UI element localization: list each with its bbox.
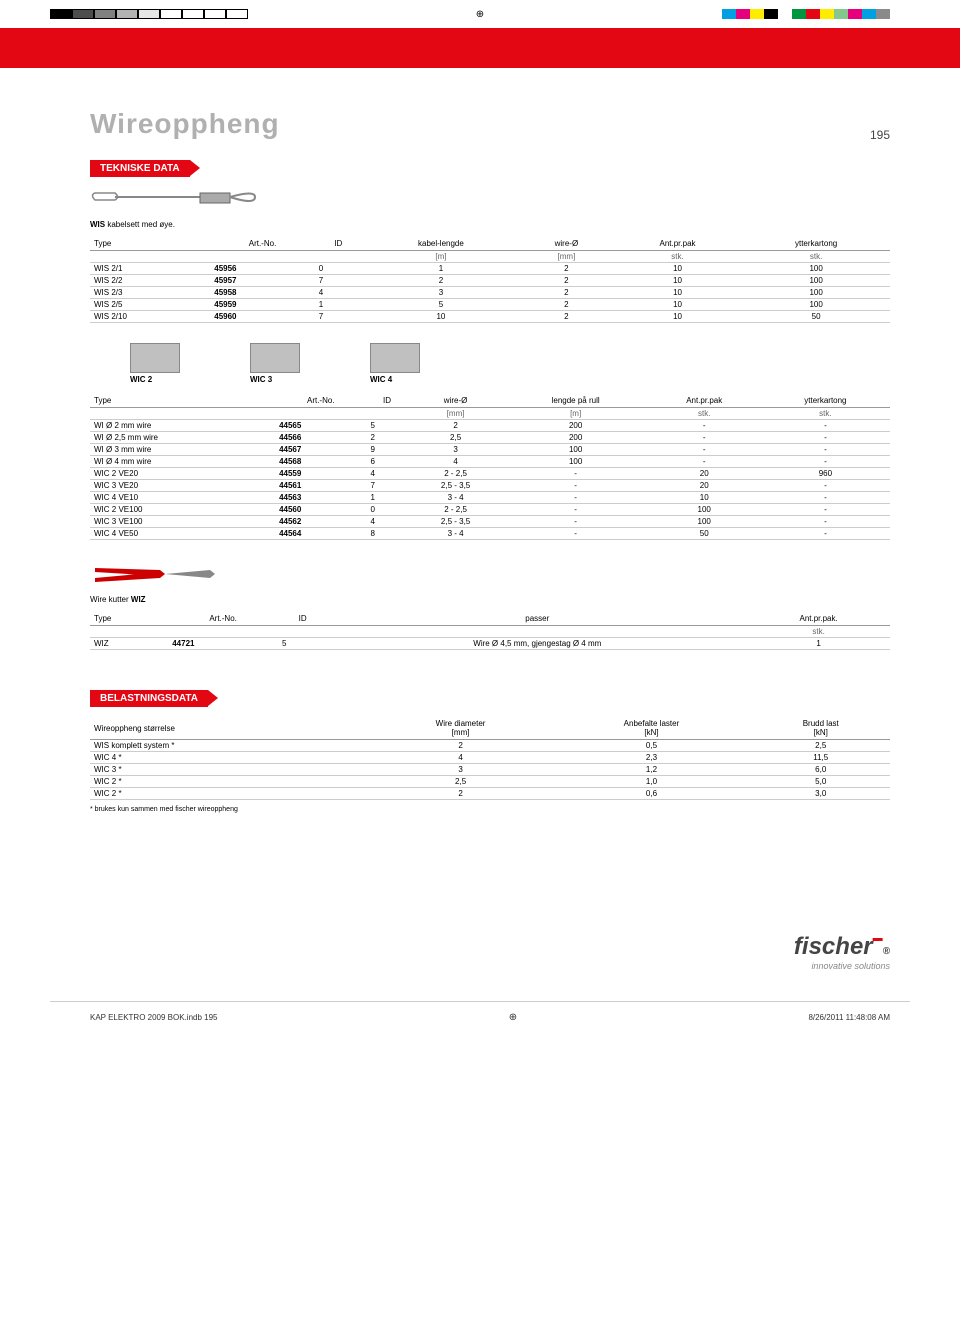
caption-wis: WIS kabelsett med øye. xyxy=(90,220,890,229)
footer-file: KAP ELEKTRO 2009 BOK.indb 195 xyxy=(90,1013,217,1022)
logo-main: fischer▬® xyxy=(90,933,890,961)
logo-sub: innovative solutions xyxy=(90,961,890,971)
swatch-right-group xyxy=(722,9,890,19)
red-header-band xyxy=(0,28,960,68)
section-tag-belastning: BELASTNINGSDATA xyxy=(90,690,208,707)
printer-swatch-bar: ⊕ xyxy=(0,0,960,28)
fischer-logo: fischer▬® innovative solutions xyxy=(90,933,890,971)
swatch-left-group xyxy=(50,9,248,19)
load-footnote: * brukes kun sammen med fischer wireopph… xyxy=(90,806,890,813)
product-illustration-wiz: Wire kutter WIZ xyxy=(90,560,890,604)
registration-mark-bottom: ⊕ xyxy=(509,1012,517,1023)
table-wis: TypeArt.-No.IDkabel-lengdewire-ØAnt.pr.p… xyxy=(90,237,890,323)
section-tag-teknisk: TEKNISKE DATA xyxy=(90,160,190,177)
table-wic: TypeArt.-No.IDwire-Ølengde på rullAnt.pr… xyxy=(90,394,890,540)
page-number: 195 xyxy=(870,128,890,142)
page-title: Wireoppheng xyxy=(90,108,890,140)
table-wiz: TypeArt.-No.IDpasserAnt.pr.pak.stk.WIZ44… xyxy=(90,612,890,650)
print-footer: KAP ELEKTRO 2009 BOK.indb 195 ⊕ 8/26/201… xyxy=(0,1002,960,1033)
caption-wiz: Wire kutter WIZ xyxy=(90,595,890,604)
registration-mark: ⊕ xyxy=(476,9,484,20)
table-load: Wireoppheng størrelseWire diameter[mm]An… xyxy=(90,717,890,800)
wic-image-row: WIC 2WIC 3WIC 4 xyxy=(130,343,890,384)
product-illustration-wis: WIS kabelsett med øye. xyxy=(90,185,890,229)
footer-date: 8/26/2011 11:48:08 AM xyxy=(808,1013,890,1022)
